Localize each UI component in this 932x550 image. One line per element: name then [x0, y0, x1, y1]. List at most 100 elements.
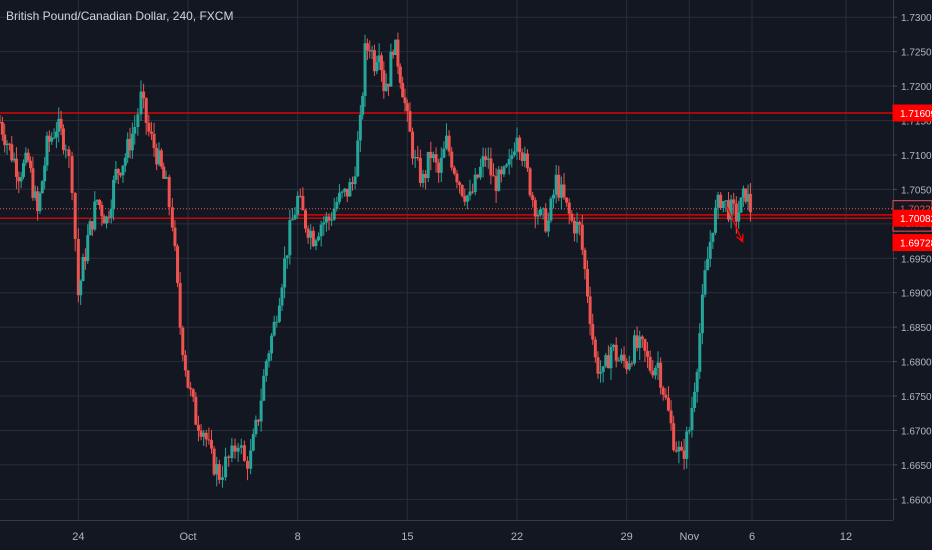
- time-axis-background: [0, 520, 893, 550]
- candle-body: [559, 184, 563, 198]
- price-tick-label: 1.69500: [901, 254, 932, 265]
- drawing-arrow[interactable]: [726, 206, 744, 244]
- price-axis-background: [893, 0, 932, 550]
- time-tick-label: 8: [295, 531, 301, 543]
- candle-body: [210, 439, 213, 449]
- candle-body: [370, 50, 374, 52]
- candle-body: [478, 166, 482, 178]
- candle-body: [275, 321, 279, 323]
- candle-body: [327, 216, 331, 221]
- candle-body: [546, 220, 550, 232]
- candle-body: [635, 335, 639, 348]
- candle-body: [33, 191, 37, 198]
- candle-body: [26, 152, 30, 161]
- candle-body: [304, 210, 307, 229]
- time-tick-label: 29: [621, 531, 633, 543]
- candle-body: [434, 154, 438, 163]
- candle-body: [515, 137, 519, 152]
- candle-body: [565, 197, 569, 203]
- time-tick-label: 22: [511, 531, 523, 543]
- candle-body: [484, 156, 488, 160]
- candle-body: [3, 134, 7, 146]
- candle-body: [83, 256, 87, 262]
- candle-body: [119, 173, 123, 176]
- candle-body: [531, 195, 535, 201]
- candle-body: [114, 169, 118, 180]
- candlesticks: [0, 32, 752, 488]
- candle-body: [246, 460, 250, 469]
- candle-body: [450, 151, 454, 168]
- candle-body: [391, 51, 395, 56]
- candle-body: [442, 148, 446, 158]
- candle-body: [525, 153, 529, 169]
- candle-body: [130, 133, 134, 151]
- candle-body: [682, 450, 686, 459]
- arrow-head[interactable]: [736, 233, 744, 244]
- candle-body: [121, 165, 125, 176]
- candle-body: [70, 156, 74, 194]
- candle-body: [646, 350, 650, 357]
- candle-body: [147, 122, 151, 132]
- candle-body: [695, 371, 699, 392]
- candle-body: [651, 370, 655, 376]
- candle-body: [596, 357, 600, 374]
- price-axis[interactable]: 1.73000 1.72500 1.72000 1.71500 1.71000 1.705…: [892, 0, 932, 550]
- candle-body: [176, 246, 180, 283]
- candle-body: [217, 464, 221, 480]
- candle-body: [257, 419, 260, 422]
- candle-body: [162, 166, 166, 179]
- candle-body: [685, 431, 689, 459]
- candle-body: [335, 201, 339, 209]
- candle-body: [236, 447, 240, 452]
- candle-body: [562, 184, 566, 198]
- time-tick-label: 15: [401, 531, 413, 543]
- candle-body: [606, 355, 610, 369]
- candle-body: [396, 39, 400, 67]
- candle-body: [580, 224, 584, 250]
- candle-body: [181, 327, 185, 356]
- candle-body: [638, 336, 642, 348]
- price-tick-label: 1.68000: [901, 358, 932, 369]
- time-axis[interactable]: 24 Oct 8 15 22 29 Nov 6 12: [0, 520, 893, 550]
- candle-body: [468, 191, 472, 196]
- candle-body: [666, 397, 670, 411]
- time-tick-label: Oct: [179, 531, 196, 543]
- candle-body: [22, 162, 25, 178]
- candle-body: [105, 216, 109, 224]
- candle-body: [100, 205, 104, 217]
- candle-body: [107, 216, 111, 218]
- candle-body: [186, 370, 190, 388]
- candle-body: [155, 148, 159, 165]
- candle-body: [116, 169, 120, 174]
- time-tick-label: 6: [749, 531, 755, 543]
- candle-body: [337, 192, 341, 202]
- candle-body: [447, 135, 451, 152]
- arrow-shaft[interactable]: [726, 206, 744, 243]
- candle-body: [290, 219, 294, 221]
- candle-body: [368, 50, 372, 52]
- candle-body: [259, 400, 263, 422]
- candle-body: [394, 39, 398, 56]
- candle-body: [372, 50, 376, 72]
- horizontal-lines[interactable]: [0, 112, 893, 219]
- candle-body: [31, 168, 35, 198]
- candle-body: [264, 361, 268, 376]
- price-tick-label: 1.67500: [901, 392, 932, 403]
- candle-body: [437, 162, 441, 173]
- price-tick-label: 1.67000: [901, 426, 932, 437]
- price-tick-label: 1.70500: [901, 185, 932, 196]
- candle-body: [604, 355, 608, 367]
- candle-body: [669, 410, 673, 424]
- candle-body: [194, 396, 198, 425]
- price-tick-label: 1.66000: [901, 495, 932, 506]
- candle-body: [567, 202, 571, 214]
- candle-body: [502, 166, 506, 175]
- candle-body: [79, 281, 83, 296]
- candle-body: [659, 362, 663, 388]
- candle-body: [76, 239, 80, 296]
- candle-body: [627, 363, 631, 370]
- candle-body: [505, 164, 509, 167]
- candle-body: [429, 151, 433, 159]
- candle-body: [572, 220, 576, 234]
